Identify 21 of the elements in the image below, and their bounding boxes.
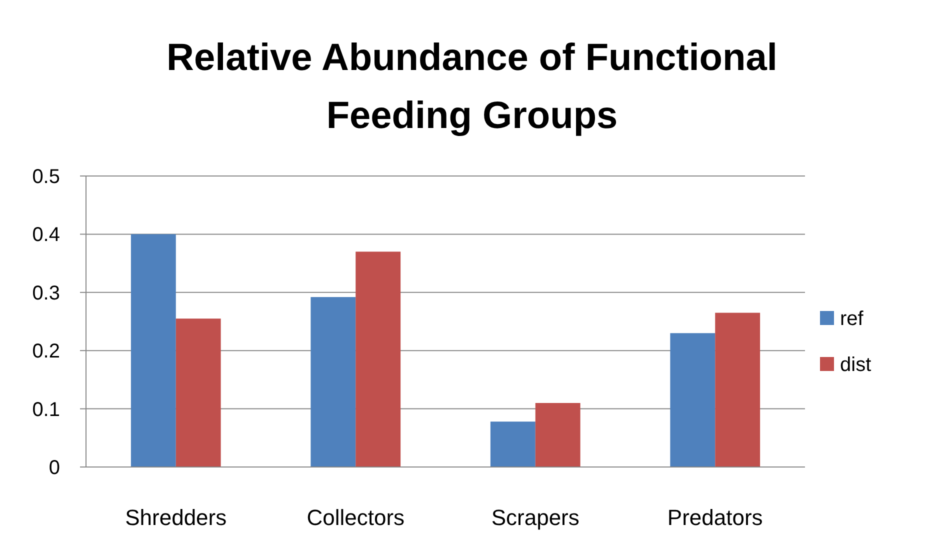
bar [535, 402, 580, 467]
chart-title: Relative Abundance of Functional Feeding Groups [166, 37, 778, 137]
y-tick-label: 0.4 [32, 224, 60, 246]
y-tick-label: 0.2 [32, 340, 60, 363]
legend-label: ref [840, 308, 864, 330]
x-tick-label: Predators [667, 505, 763, 530]
y-tick-label: 0 [48, 457, 60, 479]
y-tick-label: 0.3 [32, 282, 60, 304]
bar [490, 422, 536, 467]
x-tick-label: Collectors [306, 505, 405, 530]
y-tick-label: 0.5 [32, 166, 60, 188]
bar [176, 318, 221, 467]
bar [310, 297, 356, 467]
bar [670, 333, 716, 467]
bar [356, 252, 401, 467]
y-tick-label: 0.1 [32, 398, 60, 421]
x-tick-label: Scrapers [491, 505, 580, 530]
legend-label: dist [840, 354, 872, 376]
x-tick-label: Shredders [125, 505, 227, 530]
bar [130, 234, 176, 467]
bar [715, 312, 760, 467]
